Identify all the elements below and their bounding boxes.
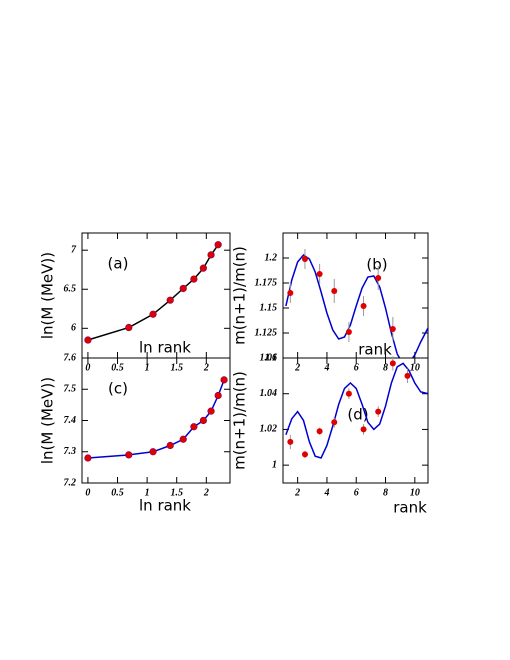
data-point	[360, 303, 367, 309]
fit-curve	[285, 362, 428, 459]
x-axis-label: ln rank	[139, 497, 191, 515]
data-point	[179, 435, 187, 443]
data-point	[166, 296, 174, 304]
panel-label: (c)	[108, 380, 128, 398]
x-tick-label: 4	[323, 487, 329, 498]
data-point	[190, 423, 198, 431]
data-point	[331, 288, 338, 294]
data-point	[214, 391, 222, 400]
frame	[81, 357, 231, 484]
y-tick-label: 7.3	[64, 446, 77, 457]
y-tick-label: 7	[71, 244, 77, 255]
x-tick-label: 10	[410, 362, 420, 373]
x-tick-label: 1	[145, 362, 150, 373]
x-tick-label: 0	[85, 487, 90, 498]
x-tick-label: 1.5	[170, 362, 183, 373]
y-tick-label: 1.2	[265, 252, 278, 263]
x-axis-label: rank	[393, 499, 427, 517]
data-point	[214, 241, 222, 249]
frame	[282, 357, 429, 484]
y-tick-label: 7.5	[64, 384, 77, 395]
x-tick-label: 4	[323, 362, 329, 373]
y-tick-label: 7.6	[64, 352, 77, 363]
panel: 7.2 7.3 7.4 7.5 7.6 0 0.5 1 1.5 2 (c) ln rank ln(M (…	[39, 352, 231, 515]
panel-label: (a)	[108, 255, 129, 273]
panel: 6 6.5 7 0 0.5 1 1.5 2 (a) ln rank ln(M (MeV))	[39, 232, 231, 373]
x-tick-label: 1	[145, 487, 150, 498]
data-point	[389, 326, 396, 332]
x-tick-label: 2	[294, 487, 300, 498]
y-tick-label: 6	[71, 323, 76, 334]
data-point	[166, 441, 174, 450]
data-point	[375, 275, 382, 281]
y-tick-label: 1.175	[255, 277, 278, 288]
data-point	[190, 275, 198, 283]
x-tick-label: 2	[203, 487, 209, 498]
data-point	[199, 264, 207, 272]
data-point	[316, 271, 323, 277]
data-point	[301, 256, 308, 262]
y-tick-label: 1.06	[260, 352, 278, 363]
x-axis-label: rank	[358, 341, 392, 359]
data-point	[287, 290, 294, 296]
x-tick-label: 2	[294, 362, 300, 373]
y-tick-label: 1	[272, 459, 277, 470]
x-tick-label: 0.5	[111, 362, 124, 373]
y-axis-label: ln(M (MeV))	[39, 377, 57, 464]
y-tick-label: 7.4	[64, 415, 77, 426]
y-tick-label: 1.15	[260, 302, 278, 313]
data-point	[199, 416, 207, 425]
data-point	[316, 428, 323, 435]
data-point	[375, 408, 382, 415]
data-point	[301, 451, 308, 458]
data-point	[331, 419, 338, 426]
x-tick-label: 2	[203, 362, 209, 373]
data-point	[125, 451, 133, 459]
y-tick-label: 1.125	[255, 327, 278, 338]
data-point	[345, 329, 352, 335]
data-point	[404, 372, 411, 379]
y-tick-label: 1.02	[260, 424, 278, 435]
x-tick-label: 0.5	[111, 487, 124, 498]
data-line	[87, 379, 225, 459]
x-tick-label: 1.5	[170, 487, 183, 498]
data-point	[84, 336, 92, 344]
data-point	[207, 251, 215, 259]
y-tick-label: 7.2	[64, 477, 77, 488]
panel: 1.1 1.125 1.15 1.175 1.2 2 4 6 8 10 (b) rank m(n+1)/…	[231, 232, 429, 373]
x-tick-label: 6	[354, 487, 359, 498]
y-tick-label: 1.04	[260, 388, 278, 399]
data-point	[125, 323, 133, 332]
data-point	[220, 376, 228, 384]
data-point	[345, 390, 352, 397]
x-tick-label: 10	[410, 487, 420, 498]
fit-curve	[285, 254, 428, 358]
x-tick-label: 8	[383, 362, 388, 373]
data-point	[84, 454, 92, 462]
data-point	[149, 310, 157, 318]
y-axis-label: ln(M (MeV))	[39, 252, 57, 339]
x-tick-label: 8	[383, 487, 388, 498]
data-point	[179, 284, 187, 293]
y-tick-label: 1.1	[265, 352, 278, 363]
data-point	[149, 448, 157, 456]
x-tick-label: 0	[85, 362, 90, 373]
y-tick-label: 6.5	[64, 284, 77, 295]
y-axis-label: m(n+1)/m(n)	[231, 246, 249, 345]
panel-label: (b)	[366, 256, 387, 274]
data-point	[389, 360, 396, 367]
data-point	[360, 426, 367, 433]
data-point	[207, 407, 215, 415]
y-axis-label: m(n+1)/m(n)	[231, 371, 249, 470]
x-axis-label: ln rank	[139, 339, 191, 357]
data-point	[287, 438, 294, 445]
x-tick-label: 6	[354, 362, 359, 373]
